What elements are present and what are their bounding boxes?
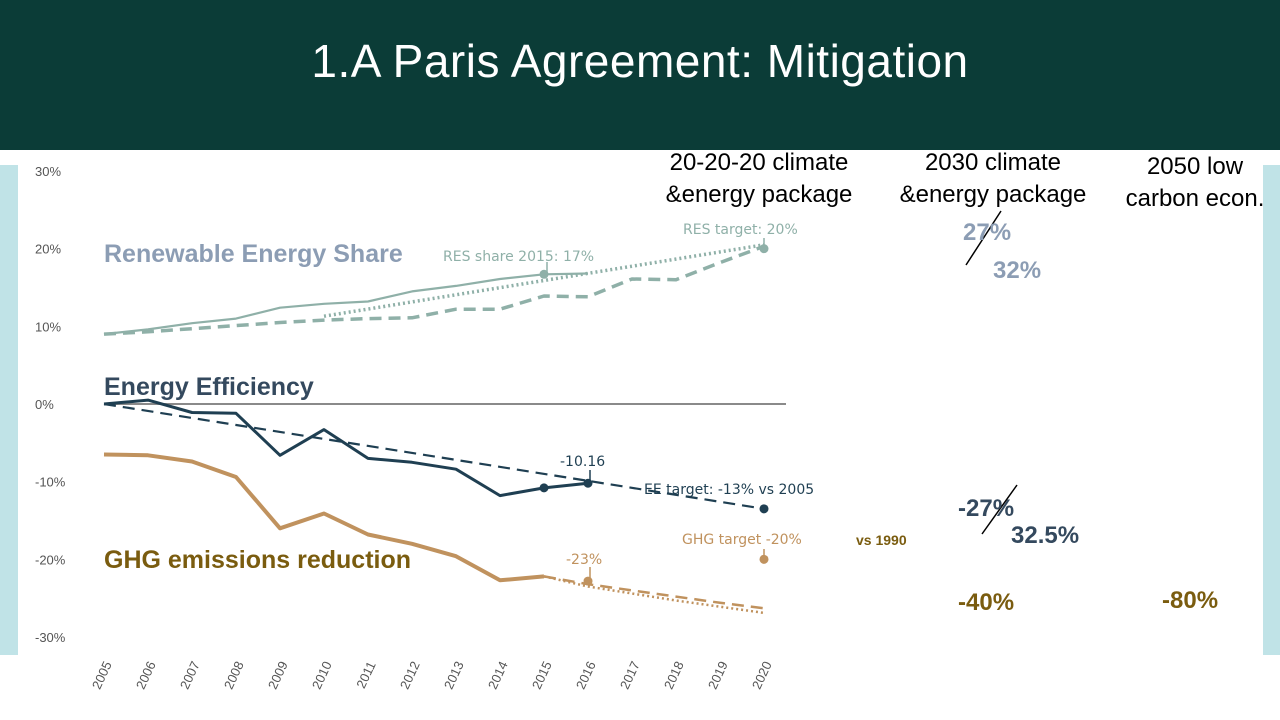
ee-2030-old-target: -27% — [958, 495, 1015, 522]
ghg-solid-series-line — [103, 452, 545, 583]
x-tick-label: 2014 — [485, 659, 511, 692]
ee-2030-strike — [981, 484, 1018, 535]
ghg-group-label: GHG emissions reduction — [104, 546, 412, 574]
x-tick-label: 2010 — [309, 659, 335, 692]
ee-marker-point — [583, 478, 593, 488]
annotation-layer: RES share 2015: 17% RES target: 20% -10.… — [443, 222, 907, 579]
series-layer — [103, 243, 765, 615]
ghg-2050-target: -80% — [1162, 587, 1219, 614]
column-header-2030: 2030 climate &energy package — [882, 147, 1104, 211]
x-tick-label: 2013 — [441, 659, 467, 692]
strikethrough-marks — [965, 210, 1018, 535]
column-header-2030-line-1: 2030 climate — [924, 149, 1062, 176]
y-tick-label: -30% — [35, 630, 66, 645]
res-solid-series-line — [103, 272, 589, 336]
ee-marker-point — [539, 483, 549, 493]
column-header-2020-line-2: &energy package — [665, 181, 853, 208]
ghg-marker-point — [759, 554, 769, 564]
y-tick-label: 20% — [35, 242, 61, 257]
res-2030-strike — [965, 210, 1002, 266]
ghg-2030-target: -40% — [958, 589, 1015, 616]
x-tick-label: 2019 — [705, 659, 731, 692]
y-tick-label: 0% — [35, 397, 54, 412]
ghg-dashed-series-line — [543, 575, 765, 610]
ghg-target-annotation: GHG target -20% — [682, 532, 802, 548]
ghg-2016-value-annotation: -23% — [566, 552, 602, 568]
y-tick-label: 30% — [35, 164, 61, 179]
ghg-marker-point — [583, 576, 593, 586]
x-tick-label: 2007 — [177, 659, 203, 692]
ee-group-label: Energy Efficiency — [104, 373, 314, 401]
column-header-2050: 2050 low carbon econ. — [1112, 151, 1278, 215]
x-tick-label: 2005 — [89, 659, 115, 692]
ee-2030-new-target: 32.5% — [1011, 522, 1080, 549]
ee-2016-value-annotation: -10.16 — [560, 454, 605, 470]
ee-dashed-series-line — [103, 402, 765, 510]
ee-solid-series-line — [103, 398, 589, 498]
y-tick-label: -20% — [35, 552, 66, 567]
res-dotted-series-line — [323, 243, 765, 318]
column-header-2030-line-2: &energy package — [899, 181, 1087, 208]
x-tick-label: 2015 — [529, 659, 555, 692]
column-header-2020: 20-20-20 climate &energy package — [648, 147, 870, 211]
ghg-dotted-series-line — [543, 575, 765, 615]
right-accent-bar — [1263, 165, 1280, 655]
x-tick-label: 2008 — [221, 659, 247, 692]
res-dashed-series-line — [103, 244, 765, 336]
column-header-2050-line-1: 2050 low — [1146, 153, 1244, 180]
x-tick-label: 2018 — [661, 659, 687, 692]
y-tick-label: 10% — [35, 319, 61, 334]
column-header-2050-line-2: carbon econ. — [1125, 185, 1265, 212]
x-tick-label: 2016 — [573, 659, 599, 692]
x-tick-label: 2012 — [397, 659, 423, 692]
ee-marker-point — [759, 504, 769, 514]
x-tick-label: 2006 — [133, 659, 159, 692]
x-tick-label: 2011 — [353, 659, 378, 691]
res-group-label: Renewable Energy Share — [104, 240, 403, 268]
x-tick-label: 2009 — [265, 659, 291, 692]
ghg-target-baseline-annotation: vs 1990 — [856, 532, 907, 548]
res-2030-old-target: 27% — [963, 219, 1012, 246]
left-accent-bar — [0, 165, 18, 655]
slide-title: 1.A Paris Agreement: Mitigation — [311, 35, 969, 87]
y-tick-label: -10% — [35, 475, 66, 490]
res-2030-new-target: 32% — [993, 257, 1042, 284]
x-axis: 2005 2006 2007 2008 2009 2010 2011 2012 2013 2014… — [89, 659, 775, 692]
x-tick-label: 2017 — [617, 659, 643, 692]
res-share-2015-annotation: RES share 2015: 17% — [443, 249, 594, 265]
column-header-2020-line-1: 20-20-20 climate — [669, 149, 849, 176]
ee-target-annotation: EE target: -13% vs 2005 — [644, 482, 814, 498]
x-tick-label: 2020 — [749, 659, 775, 692]
y-axis: 30% 20% 10% 0% -10% -20% -30% — [35, 164, 66, 645]
res-target-annotation: RES target: 20% — [683, 222, 798, 238]
slide-header: 1.A Paris Agreement: Mitigation — [0, 0, 1280, 150]
